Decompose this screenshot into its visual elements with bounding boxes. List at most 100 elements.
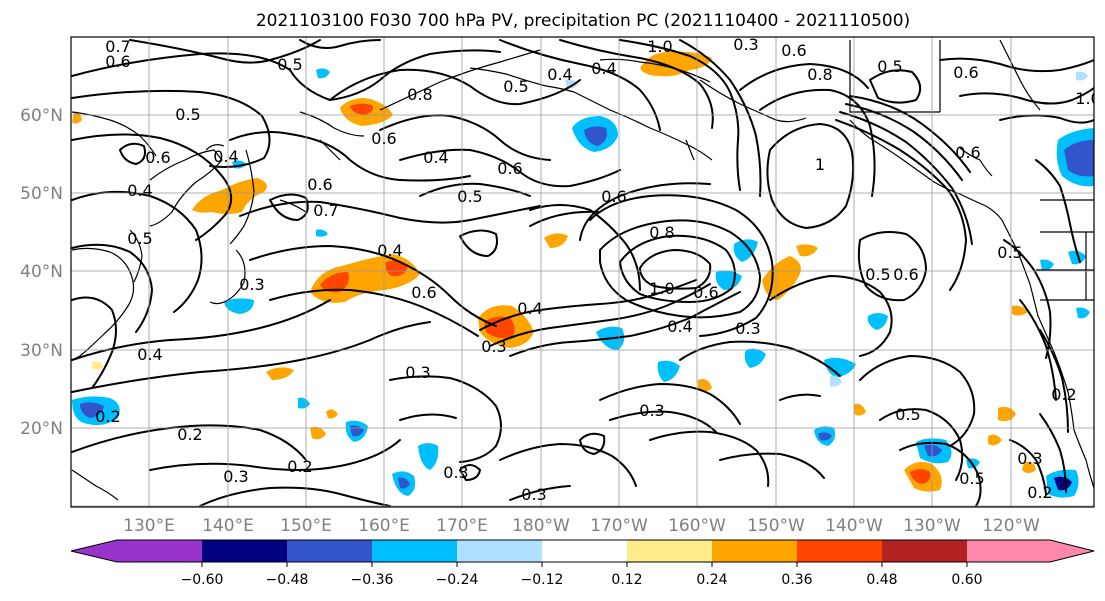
colorbar-tick-label: −0.48 xyxy=(266,572,309,588)
contour-label: 0.4 xyxy=(423,148,448,167)
contour-label: 0.3 xyxy=(481,337,506,356)
colorbar-swatch xyxy=(202,540,287,562)
contour-label: 0.4 xyxy=(213,147,238,166)
contour-label: 0.5 xyxy=(877,57,902,76)
contour-label: 0.3 xyxy=(239,275,264,294)
coastlines xyxy=(71,39,1094,501)
contour-label: 0.6 xyxy=(693,283,718,302)
contour-label: 0.6 xyxy=(105,52,130,71)
lon-label: 140°W xyxy=(825,516,883,536)
colorbar-tick-label: −0.60 xyxy=(181,572,224,588)
lon-label: 160°E xyxy=(358,516,410,536)
map-title: 2021103100 F030 700 hPa PV, precipitatio… xyxy=(256,11,910,31)
contour-label: 0.4 xyxy=(127,181,152,200)
contour-label: 1 xyxy=(815,155,825,174)
contour-label: 0.2 xyxy=(1027,483,1052,502)
colorbar-swatch xyxy=(967,540,1094,562)
colorbar-tick-label: 0.24 xyxy=(696,572,727,588)
negative-precip-shading xyxy=(72,68,1094,498)
contour-label: 0.5 xyxy=(175,105,200,124)
contour-label: 0.6 xyxy=(601,187,626,206)
lon-label: 140°E xyxy=(202,516,254,536)
colorbar-ticks xyxy=(201,562,968,567)
contour-label: 0.3 xyxy=(443,463,468,482)
colorbar-swatch xyxy=(627,540,712,562)
colorbar: −0.60 −0.48 −0.36 −0.24 −0.12 0.12 0.24 … xyxy=(70,539,1095,588)
contour-label: 1.0 xyxy=(647,37,672,56)
colorbar-tick-label: 0.48 xyxy=(866,572,897,588)
contour-label: 0.6 xyxy=(893,265,918,284)
contour-label: 0.3 xyxy=(1017,449,1042,468)
lon-label: 170°W xyxy=(590,516,648,536)
contour-label: 0.3 xyxy=(521,485,546,504)
colorbar-tick-label: −0.24 xyxy=(436,572,479,588)
contour-label: 0.3 xyxy=(639,401,664,420)
colorbar-tick-label: −0.12 xyxy=(521,572,564,588)
contour-label: 0.5 xyxy=(457,187,482,206)
colorbar-tick-label: 0.36 xyxy=(781,572,812,588)
contour-label: 0.5 xyxy=(865,265,890,284)
contour-label: 0.4 xyxy=(137,345,162,364)
lat-label: 20°N xyxy=(20,419,63,439)
longitude-labels: 130°E 140°E 150°E 160°E 170°E 180°W 170°… xyxy=(123,516,1040,536)
precipitation-shading xyxy=(72,51,1094,498)
contour-label: 0.8 xyxy=(649,223,674,242)
contour-label: 0.5 xyxy=(895,405,920,424)
colorbar-tick-label: 0.60 xyxy=(951,572,982,588)
contour-label: 0.5 xyxy=(997,243,1022,262)
colorbar-tick-label: −0.36 xyxy=(351,572,394,588)
contour-label: 0.4 xyxy=(591,59,616,78)
lat-label: 40°N xyxy=(20,262,63,282)
contour-label: 0.2 xyxy=(177,425,202,444)
colorbar-swatch xyxy=(372,540,457,562)
lat-label: 30°N xyxy=(20,341,63,361)
contour-label: 0.3 xyxy=(733,35,758,54)
contour-label: 0.2 xyxy=(1051,385,1076,404)
colorbar-swatch xyxy=(882,540,967,562)
contour-label: 0.5 xyxy=(503,77,528,96)
contour-label: 0.5 xyxy=(127,229,152,248)
lon-label: 160°W xyxy=(668,516,726,536)
contour-labels: 0.7 0.6 0.5 0.5 0.6 0.4 0.6 0.7 0.4 0.5 … xyxy=(95,35,1100,504)
contour-label: 0.7 xyxy=(105,37,130,56)
contour-label: 0.6 xyxy=(953,63,978,82)
contour-label: 0.6 xyxy=(955,143,980,162)
contour-label: 0.4 xyxy=(517,299,542,318)
pv-contours xyxy=(71,39,1094,507)
lon-label: 150°E xyxy=(280,516,332,536)
lon-label: 130°E xyxy=(123,516,175,536)
contour-label: 0.6 xyxy=(371,129,396,148)
contour-label: 0.4 xyxy=(377,241,402,260)
contour-label: 0.3 xyxy=(735,319,760,338)
colorbar-swatch xyxy=(71,540,202,562)
contour-label: 0.2 xyxy=(95,407,120,426)
map-panel: 0.7 0.6 0.5 0.5 0.6 0.4 0.6 0.7 0.4 0.5 … xyxy=(70,35,1100,508)
contour-label: 0.5 xyxy=(959,469,984,488)
latitude-labels: 60°N 50°N 40°N 30°N 20°N xyxy=(20,106,63,439)
colorbar-swatch xyxy=(457,540,542,562)
contour-label: 0.6 xyxy=(497,159,522,178)
contour-label: 0.3 xyxy=(223,467,248,486)
lon-label: 150°W xyxy=(747,516,805,536)
contour-label: 0.4 xyxy=(547,65,572,84)
contour-label: 0.8 xyxy=(807,65,832,84)
contour-label: 0.8 xyxy=(407,85,432,104)
contour-label: 0.6 xyxy=(145,148,170,167)
lon-label: 170°E xyxy=(436,516,488,536)
contour-label: 0.4 xyxy=(667,317,692,336)
contour-label: 0.2 xyxy=(287,457,312,476)
contour-label: 0.7 xyxy=(313,201,338,220)
lat-label: 60°N xyxy=(20,106,63,126)
contour-label: 0.3 xyxy=(405,363,430,382)
colorbar-outline xyxy=(70,539,1095,563)
lon-label: 180°W xyxy=(512,516,570,536)
contour-label: 0.6 xyxy=(411,283,436,302)
contour-label: 0.6 xyxy=(781,41,806,60)
colorbar-swatch xyxy=(542,540,627,562)
contour-label: 1.0 xyxy=(649,279,674,298)
contour-label: 0.5 xyxy=(277,55,302,74)
map-frame xyxy=(70,36,1095,508)
colorbar-swatch xyxy=(797,540,882,562)
contour-label: 1.0 xyxy=(1075,89,1100,108)
